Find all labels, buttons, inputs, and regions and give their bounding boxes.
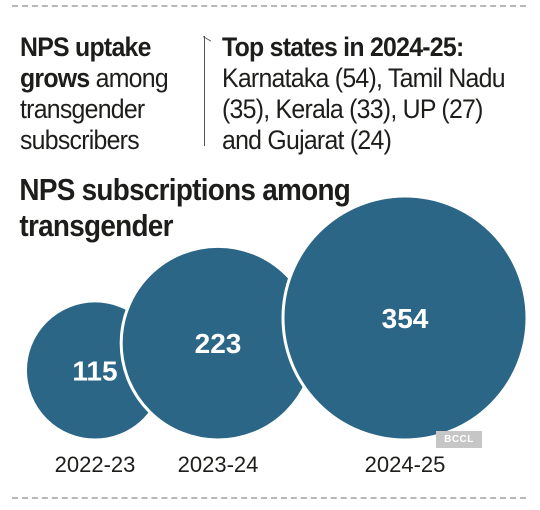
credit-badge: BCCL <box>436 431 482 448</box>
category-label-2024-25: 2024-25 <box>365 452 446 477</box>
bottom-dashed-rule <box>12 497 526 499</box>
value-label-2022-23: 115 <box>72 355 117 386</box>
headline-bold: NPS uptake grows <box>20 32 151 93</box>
bracket-divider <box>204 36 213 146</box>
category-label-2023-24: 2023-24 <box>178 452 259 477</box>
headline-rest: among transgender subscribers <box>20 63 169 155</box>
bubble-2024-25 <box>281 194 529 442</box>
value-label-2024-25: 354 <box>382 303 429 334</box>
headline: NPS uptake grows among transgender subsc… <box>20 32 187 156</box>
top-states-title: Top states in 2024-25: <box>222 32 464 62</box>
top-dashed-rule <box>12 5 526 7</box>
top-states-note: Top states in 2024-25: Karnataka (54), T… <box>222 32 507 156</box>
value-label-2023-24: 223 <box>195 328 242 359</box>
category-label-2022-23: 2022-23 <box>55 452 136 477</box>
chart-title: NPS subscriptions among transgender <box>14 172 487 244</box>
top-states-text: Karnataka (54), Tamil Nadu (35), Kerala … <box>222 63 506 155</box>
bubble-group: 115 2022-23 223 2023-24 354 2024-25 <box>23 194 529 477</box>
chart-title-text: NPS subscriptions among transgender <box>14 172 356 243</box>
